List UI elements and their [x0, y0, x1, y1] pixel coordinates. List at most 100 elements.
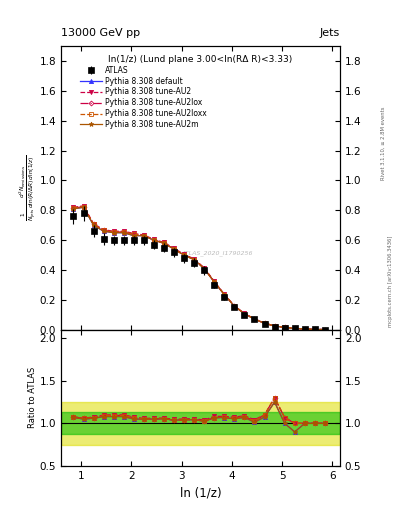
Pythia 8.308 tune-AU2lox	[292, 325, 297, 331]
Pythia 8.308 tune-AU2	[141, 232, 146, 238]
Pythia 8.308 tune-AU2m	[292, 325, 297, 331]
Pythia 8.308 tune-AU2lox	[302, 326, 307, 332]
Pythia 8.308 tune-AU2lox	[71, 205, 76, 211]
Pythia 8.308 default	[91, 222, 96, 228]
Pythia 8.308 tune-AU2lox	[182, 252, 186, 258]
Line: Pythia 8.308 tune-AU2lox: Pythia 8.308 tune-AU2lox	[72, 205, 327, 331]
Pythia 8.308 default	[172, 246, 176, 252]
Text: Jets: Jets	[320, 28, 340, 38]
Pythia 8.308 tune-AU2loxx	[282, 324, 287, 330]
Pythia 8.308 tune-AU2m	[101, 228, 106, 234]
Pythia 8.308 tune-AU2loxx	[182, 252, 186, 258]
Line: Pythia 8.308 tune-AU2loxx: Pythia 8.308 tune-AU2loxx	[72, 205, 327, 331]
Pythia 8.308 tune-AU2	[81, 203, 86, 209]
Pythia 8.308 default	[292, 325, 297, 331]
Pythia 8.308 default	[222, 292, 227, 298]
Pythia 8.308 tune-AU2	[282, 324, 287, 330]
Pythia 8.308 default	[152, 237, 156, 243]
Pythia 8.308 tune-AU2lox	[131, 231, 136, 237]
Pythia 8.308 tune-AU2lox	[212, 279, 217, 285]
Line: Pythia 8.308 default: Pythia 8.308 default	[72, 205, 327, 332]
Pythia 8.308 tune-AU2lox	[81, 203, 86, 209]
Pythia 8.308 tune-AU2loxx	[172, 246, 176, 252]
Pythia 8.308 tune-AU2lox	[242, 311, 247, 317]
Pythia 8.308 tune-AU2	[212, 278, 217, 284]
Pythia 8.308 tune-AU2loxx	[131, 231, 136, 237]
Pythia 8.308 tune-AU2loxx	[272, 323, 277, 329]
Pythia 8.308 tune-AU2loxx	[252, 316, 257, 322]
Pythia 8.308 default	[71, 206, 76, 212]
Pythia 8.308 tune-AU2m	[162, 240, 166, 246]
Pythia 8.308 tune-AU2m	[121, 230, 126, 236]
Pythia 8.308 tune-AU2m	[222, 292, 227, 298]
Y-axis label: $\frac{1}{N_{\rm jets}}\frac{d^2 N_{\rm emissions}}{d\ln(R/\Delta R)\,d\ln(1/z)}: $\frac{1}{N_{\rm jets}}\frac{d^2 N_{\rm …	[18, 155, 38, 221]
Line: Pythia 8.308 tune-AU2m: Pythia 8.308 tune-AU2m	[71, 205, 327, 332]
Pythia 8.308 default	[212, 279, 217, 285]
Pythia 8.308 tune-AU2m	[172, 246, 176, 252]
Pythia 8.308 tune-AU2lox	[323, 327, 327, 333]
Pythia 8.308 tune-AU2m	[312, 326, 317, 332]
Text: ATLAS_2020_I1790256: ATLAS_2020_I1790256	[182, 250, 253, 256]
Pythia 8.308 tune-AU2loxx	[312, 326, 317, 332]
Pythia 8.308 tune-AU2	[262, 320, 267, 326]
Pythia 8.308 default	[131, 232, 136, 239]
Pythia 8.308 tune-AU2	[71, 204, 76, 210]
Pythia 8.308 tune-AU2	[172, 245, 176, 251]
Pythia 8.308 tune-AU2lox	[262, 320, 267, 326]
Pythia 8.308 tune-AU2lox	[222, 291, 227, 297]
Pythia 8.308 tune-AU2	[182, 251, 186, 258]
Pythia 8.308 tune-AU2lox	[101, 227, 106, 233]
Pythia 8.308 tune-AU2	[152, 237, 156, 243]
Pythia 8.308 tune-AU2m	[192, 257, 196, 263]
Pythia 8.308 tune-AU2m	[202, 265, 207, 271]
Pythia 8.308 tune-AU2	[111, 228, 116, 234]
Text: 13000 GeV pp: 13000 GeV pp	[61, 28, 140, 38]
Pythia 8.308 tune-AU2loxx	[141, 232, 146, 239]
Pythia 8.308 default	[312, 326, 317, 332]
Pythia 8.308 tune-AU2lox	[282, 324, 287, 330]
Pythia 8.308 tune-AU2	[272, 323, 277, 329]
Text: Rivet 3.1.10, ≥ 2.8M events: Rivet 3.1.10, ≥ 2.8M events	[381, 106, 386, 180]
Pythia 8.308 default	[101, 228, 106, 234]
Pythia 8.308 tune-AU2m	[111, 230, 116, 236]
X-axis label: ln (1/z): ln (1/z)	[180, 486, 221, 499]
Pythia 8.308 default	[111, 230, 116, 236]
Pythia 8.308 tune-AU2lox	[162, 240, 166, 246]
Pythia 8.308 default	[302, 326, 307, 332]
Pythia 8.308 tune-AU2	[121, 228, 126, 234]
Pythia 8.308 tune-AU2m	[302, 326, 307, 332]
Pythia 8.308 tune-AU2	[252, 316, 257, 322]
Line: Pythia 8.308 tune-AU2: Pythia 8.308 tune-AU2	[72, 204, 327, 332]
Pythia 8.308 tune-AU2	[242, 310, 247, 316]
Y-axis label: Ratio to ATLAS: Ratio to ATLAS	[28, 367, 37, 429]
Pythia 8.308 tune-AU2	[323, 327, 327, 333]
Pythia 8.308 default	[232, 303, 237, 309]
Pythia 8.308 tune-AU2loxx	[292, 325, 297, 331]
Pythia 8.308 default	[81, 204, 86, 210]
Pythia 8.308 tune-AU2	[202, 265, 207, 271]
Pythia 8.308 tune-AU2lox	[141, 232, 146, 239]
Pythia 8.308 tune-AU2lox	[312, 326, 317, 332]
Pythia 8.308 tune-AU2	[91, 221, 96, 227]
Pythia 8.308 tune-AU2loxx	[111, 229, 116, 235]
Pythia 8.308 tune-AU2	[131, 230, 136, 237]
Pythia 8.308 default	[282, 325, 287, 331]
Pythia 8.308 tune-AU2lox	[192, 257, 196, 263]
Pythia 8.308 tune-AU2	[312, 326, 317, 332]
Pythia 8.308 tune-AU2loxx	[91, 221, 96, 227]
Pythia 8.308 tune-AU2loxx	[152, 237, 156, 243]
Pythia 8.308 tune-AU2	[292, 325, 297, 331]
Pythia 8.308 tune-AU2m	[141, 232, 146, 239]
Pythia 8.308 tune-AU2loxx	[202, 265, 207, 271]
Pythia 8.308 tune-AU2loxx	[71, 205, 76, 211]
Pythia 8.308 tune-AU2loxx	[323, 327, 327, 333]
Pythia 8.308 tune-AU2m	[252, 316, 257, 322]
Pythia 8.308 tune-AU2loxx	[262, 320, 267, 326]
Pythia 8.308 default	[192, 257, 196, 263]
Pythia 8.308 tune-AU2lox	[121, 229, 126, 235]
Pythia 8.308 tune-AU2loxx	[232, 303, 237, 309]
Text: mcplots.cern.ch [arXiv:1306.3436]: mcplots.cern.ch [arXiv:1306.3436]	[388, 236, 393, 327]
Pythia 8.308 tune-AU2lox	[202, 265, 207, 271]
Pythia 8.308 tune-AU2m	[81, 204, 86, 210]
Pythia 8.308 default	[252, 316, 257, 322]
